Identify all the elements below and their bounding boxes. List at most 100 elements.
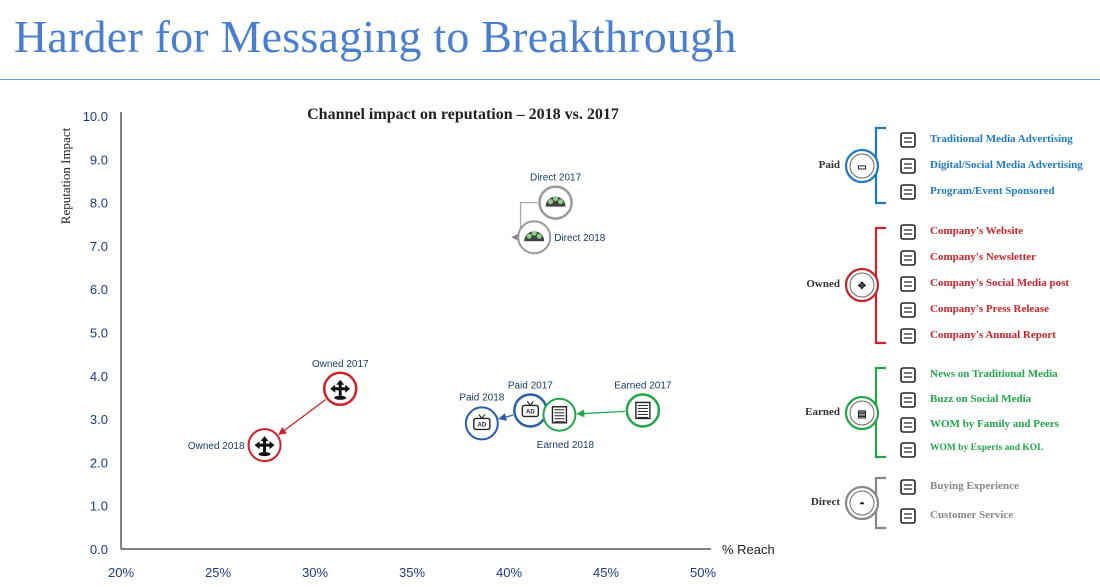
svg-text:✥: ✥ bbox=[858, 281, 867, 292]
cart-icon bbox=[900, 479, 916, 495]
x-tick-label: 20% bbox=[108, 565, 134, 580]
axes bbox=[120, 112, 711, 550]
group-bracket bbox=[874, 366, 886, 459]
y-tick-label: 7.0 bbox=[90, 239, 108, 254]
megaphone-icon bbox=[900, 132, 916, 148]
tv-icon bbox=[900, 367, 916, 383]
legend-item-label: Digital/Social Media Advertising bbox=[930, 159, 1083, 171]
trend-arrow bbox=[576, 409, 625, 418]
data-point: Earned 2018 bbox=[537, 397, 595, 451]
group-bracket bbox=[874, 476, 886, 530]
legend-item-label: Program/Event Sponsored bbox=[930, 185, 1055, 197]
newspaper-icon bbox=[635, 401, 651, 420]
data-point: Direct 2018 bbox=[517, 220, 606, 255]
point-label: Paid 2018 bbox=[459, 392, 504, 403]
tv-ad-icon: AD bbox=[473, 414, 491, 431]
x-tick-label: 25% bbox=[205, 565, 231, 580]
y-axis-label: Reputation Impact bbox=[58, 127, 73, 224]
legend-item-label: Company's Newsletter bbox=[930, 251, 1037, 263]
legend-item-label: Buzz on Social Media bbox=[930, 393, 1032, 405]
legend-item-label: WOM by Experts and KOL bbox=[930, 443, 1044, 453]
y-tick-label: 9.0 bbox=[90, 152, 108, 167]
document-icon bbox=[900, 302, 916, 318]
y-tick-label: 10.0 bbox=[83, 109, 108, 124]
pin-icon bbox=[900, 184, 916, 200]
trend-arrows bbox=[278, 201, 625, 435]
arrows-icon bbox=[254, 436, 275, 457]
x-tick-label: 45% bbox=[593, 565, 619, 580]
x-tick-label: 35% bbox=[399, 565, 425, 580]
legend-item-label: News on Traditional Media bbox=[930, 368, 1058, 380]
x-axis-label: % Reach bbox=[722, 542, 775, 557]
group-bracket bbox=[874, 126, 886, 205]
trend-arrow bbox=[511, 201, 538, 242]
legend-item-label: WOM by Family and Peers bbox=[930, 418, 1059, 430]
point-label: Owned 2018 bbox=[188, 441, 245, 452]
y-tick-label: 4.0 bbox=[90, 369, 108, 384]
group-circle bbox=[844, 267, 880, 303]
arrows-icon bbox=[849, 272, 875, 298]
legend-item-label: Company's Annual Report bbox=[930, 329, 1056, 341]
gauge-icon bbox=[849, 490, 875, 516]
report-icon bbox=[900, 328, 916, 344]
data-point: Earned 2017 bbox=[614, 380, 672, 428]
gauge-icon bbox=[545, 196, 566, 207]
chart-title: Channel impact on reputation – 2018 vs. … bbox=[307, 106, 619, 123]
svg-text:AD: AD bbox=[478, 422, 487, 428]
chat-icon bbox=[900, 392, 916, 408]
data-point: Direct 2017 bbox=[530, 173, 582, 220]
legend-item-label: Company's Press Release bbox=[930, 303, 1049, 315]
y-tick-label: 3.0 bbox=[90, 412, 108, 427]
trend-arrow bbox=[498, 413, 514, 421]
legend-item-label: Traditional Media Advertising bbox=[930, 133, 1073, 145]
people-icon bbox=[900, 417, 916, 433]
envelope-icon bbox=[900, 250, 916, 266]
svg-text:▭: ▭ bbox=[857, 162, 866, 173]
x-tick-label: 50% bbox=[690, 565, 716, 580]
trend-arrow bbox=[278, 399, 327, 435]
point-label: Earned 2017 bbox=[614, 380, 672, 391]
data-point: AD Paid 2018 bbox=[459, 392, 505, 441]
browser-icon bbox=[900, 224, 916, 240]
group-circle bbox=[844, 148, 880, 184]
data-point: Owned 2017 bbox=[312, 359, 369, 407]
y-tick-label: 8.0 bbox=[90, 196, 108, 211]
legend-item-label: Company's Social Media post bbox=[930, 277, 1070, 289]
page-title: Harder for Messaging to Breakthrough bbox=[14, 11, 737, 62]
tv-ad-icon: AD bbox=[521, 401, 540, 418]
point-label: Earned 2018 bbox=[537, 440, 595, 451]
data-points: Owned 2017 Owned 2018 AD Paid 2017 AD Paid 20… bbox=[188, 173, 672, 463]
legend-item-label: Buying Experience bbox=[930, 480, 1019, 492]
x-tick-label: 30% bbox=[302, 565, 328, 580]
data-point: Owned 2018 bbox=[188, 428, 282, 463]
y-tick-label: 0.0 bbox=[90, 542, 108, 557]
point-label: Direct 2017 bbox=[530, 173, 582, 184]
title-divider bbox=[0, 79, 1100, 80]
social-icon bbox=[900, 276, 916, 292]
tv-ad-icon bbox=[849, 153, 875, 179]
y-tick-label: 6.0 bbox=[90, 282, 108, 297]
svg-text:◓: ◓ bbox=[859, 499, 865, 510]
group-circle bbox=[844, 485, 880, 521]
legend-item-label: Customer Service bbox=[930, 509, 1014, 521]
arrows-icon bbox=[330, 379, 351, 400]
legend-group-label: Paid bbox=[818, 159, 840, 171]
svg-text:▤: ▤ bbox=[857, 409, 866, 420]
svg-text:AD: AD bbox=[526, 409, 535, 415]
headset-icon bbox=[900, 508, 916, 524]
legend-item-label: Company's Website bbox=[930, 225, 1024, 237]
expert-icon bbox=[900, 442, 916, 458]
gauge-icon bbox=[524, 230, 545, 242]
legend-group-label: Direct bbox=[810, 496, 840, 508]
point-label: Owned 2017 bbox=[312, 359, 369, 370]
y-tick-label: 1.0 bbox=[90, 499, 108, 514]
group-circle bbox=[844, 395, 880, 431]
newspaper-icon bbox=[849, 400, 875, 426]
x-tick-label: 40% bbox=[496, 565, 522, 580]
group-bracket bbox=[874, 226, 886, 345]
legend-group-label: Earned bbox=[805, 406, 840, 418]
y-tick-label: 2.0 bbox=[90, 455, 108, 470]
point-label: Paid 2017 bbox=[508, 380, 553, 391]
scatter-chart: Channel impact on reputation – 2018 vs. … bbox=[58, 106, 775, 580]
newspaper-icon bbox=[551, 406, 568, 424]
